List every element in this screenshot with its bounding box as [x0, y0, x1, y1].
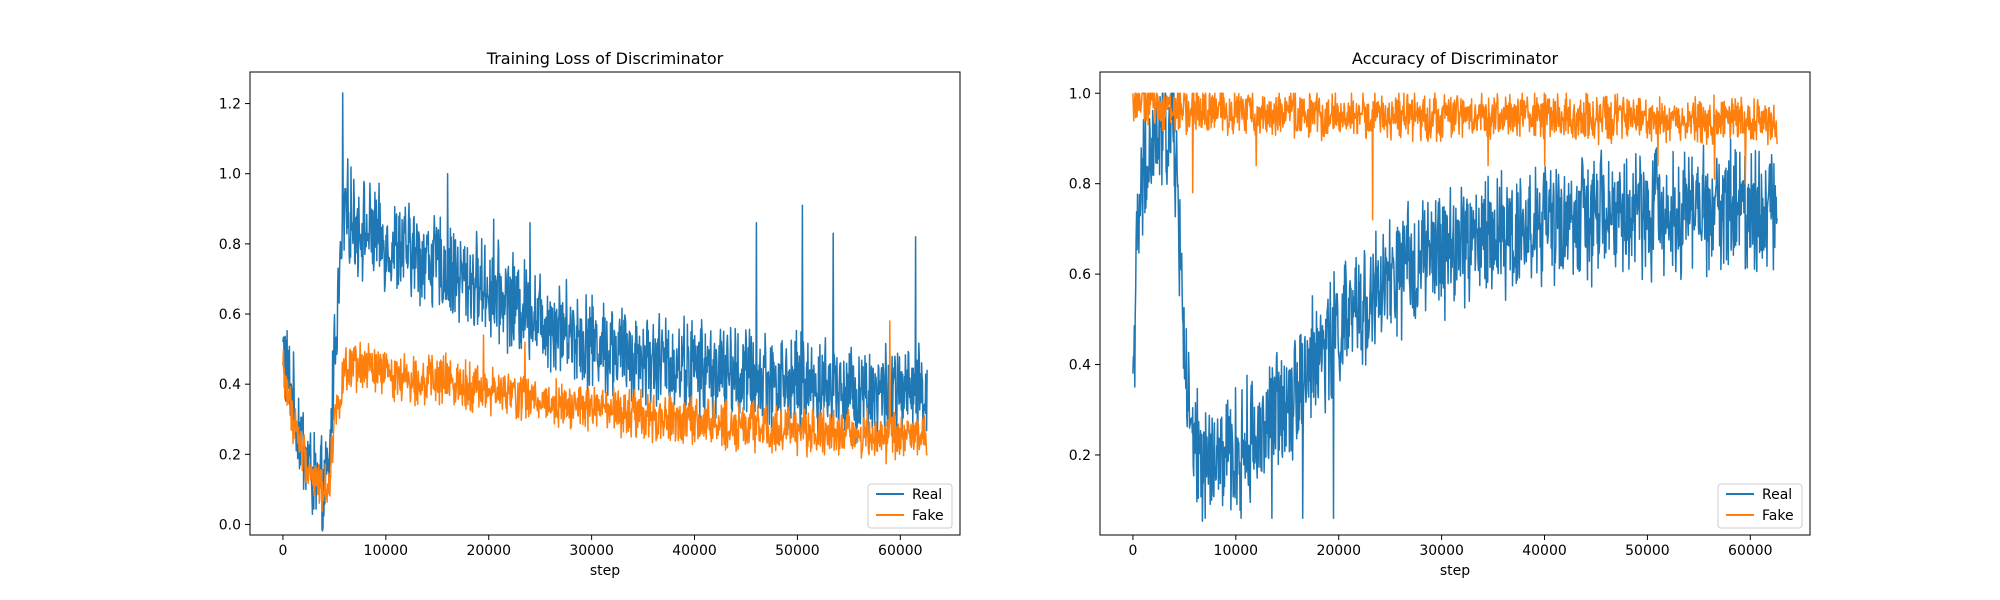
y-tick-label: 0.4	[219, 377, 241, 393]
axes-frame	[249, 71, 961, 536]
x-tick-label: 20000	[466, 543, 511, 559]
y-tick-label: 0.0	[219, 517, 241, 533]
chart-title: Accuracy of Discriminator	[1352, 49, 1559, 68]
x-axis-label: step	[1440, 563, 1470, 579]
series-line-real	[282, 92, 928, 532]
legend-label-fake: Fake	[1762, 508, 1794, 524]
y-tick-label: 0.8	[219, 237, 241, 253]
x-tick-label: 30000	[569, 543, 614, 559]
y-tick-label: 0.6	[219, 307, 241, 323]
series-line-fake	[282, 320, 928, 513]
x-tick-label: 60000	[878, 543, 923, 559]
x-tick-label: 60000	[1728, 543, 1773, 559]
y-tick-label: 0.2	[1069, 448, 1091, 464]
series-line-fake	[1132, 92, 1778, 221]
y-tick-label: 0.2	[219, 447, 241, 463]
y-tick-label: 0.8	[1069, 177, 1091, 193]
x-tick-label: 0	[1128, 543, 1137, 559]
series-line-real	[1132, 92, 1778, 522]
plot-area	[1132, 92, 1778, 522]
x-tick-label: 40000	[1522, 543, 1567, 559]
y-tick-label: 1.0	[219, 167, 241, 183]
legend-label-fake: Fake	[912, 508, 944, 524]
plot-area	[282, 92, 928, 532]
legend-label-real: Real	[912, 487, 942, 503]
chart-training-loss: Training Loss of Discriminator step 0 100…	[219, 49, 961, 579]
x-tick-label: 10000	[364, 543, 409, 559]
y-tick-label: 0.4	[1069, 358, 1091, 374]
x-tick-label: 50000	[1625, 543, 1670, 559]
legend: Real Fake	[1717, 483, 1803, 529]
y-tick-label: 0.6	[1069, 267, 1091, 283]
x-tick-label: 0	[278, 543, 287, 559]
legend: Real Fake	[867, 483, 953, 529]
ticks: 0 10000 20000 30000 40000 50000 60000 0.2 0.4 0.6…	[1069, 86, 1773, 559]
chart-accuracy: Accuracy of Discriminator step 0 10000 200…	[1069, 49, 1811, 579]
x-tick-label: 40000	[672, 543, 717, 559]
x-tick-label: 10000	[1214, 543, 1259, 559]
ticks: 0 10000 20000 30000 40000 50000 60000 0.0 0.2 0.4…	[219, 97, 923, 559]
x-tick-label: 30000	[1419, 543, 1464, 559]
y-tick-label: 1.0	[1069, 86, 1091, 102]
legend-label-real: Real	[1762, 487, 1792, 503]
chart-title: Training Loss of Discriminator	[486, 49, 724, 68]
x-tick-label: 20000	[1316, 543, 1361, 559]
x-tick-label: 50000	[775, 543, 820, 559]
axes-frame	[1099, 71, 1811, 536]
x-axis-label: step	[590, 563, 620, 579]
y-tick-label: 1.2	[219, 97, 241, 113]
